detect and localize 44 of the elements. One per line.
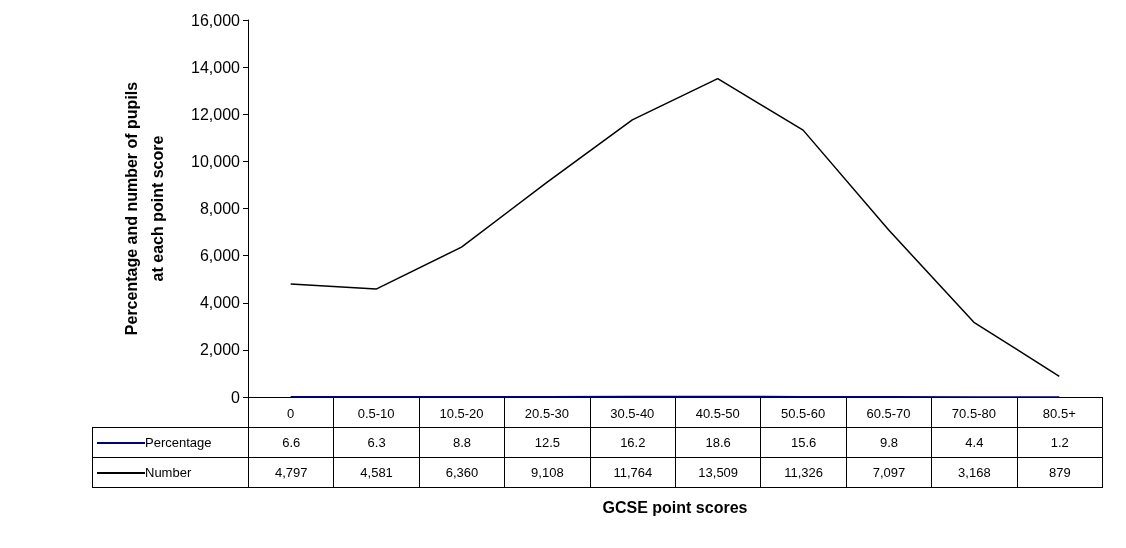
data-label: 9,108 — [504, 457, 591, 488]
data-label: 6.3 — [333, 427, 420, 458]
y-tick-label: 8,000 — [199, 200, 241, 217]
data-label: 9.8 — [845, 427, 933, 458]
data-label: 6.6 — [248, 427, 335, 458]
x-tick-label: 0.5-10 — [357, 406, 395, 421]
data-label: 15.6 — [760, 427, 847, 458]
x-tick-label: 70.5-80 — [951, 406, 996, 421]
y-tick-label: 10,000 — [191, 152, 241, 170]
x-axis-title: GCSE point scores — [601, 499, 749, 517]
x-tick-label: 30.5-40 — [610, 406, 655, 421]
data-label: 6,360 — [418, 457, 506, 488]
y-tick-label: 4,000 — [199, 294, 241, 312]
y-tick-label: 16,000 — [191, 11, 241, 29]
x-tick-label: 20.5-30 — [524, 406, 569, 421]
x-tick-label: 80.5+ — [1042, 406, 1076, 421]
data-label: 12.5 — [504, 427, 591, 458]
y-tick-label: 2,000 — [199, 341, 241, 359]
data-label: 1.2 — [1016, 427, 1103, 458]
data-label: 11,764 — [589, 457, 676, 488]
x-tick-label: 40.5-50 — [695, 406, 740, 421]
data-label: 879 — [1016, 457, 1103, 488]
data-label: 4,581 — [333, 457, 420, 488]
data-label: 7,097 — [845, 457, 933, 488]
x-tick-label: 60.5-70 — [866, 406, 911, 421]
data-label: 16.2 — [589, 427, 676, 458]
legend-label: Percentage — [145, 435, 212, 450]
data-label: 4,797 — [248, 457, 335, 488]
y-tick-label: 14,000 — [191, 58, 241, 76]
x-tick-label: 0 — [287, 406, 295, 421]
data-label: 8.8 — [418, 427, 506, 458]
y-tick-label: 6,000 — [199, 247, 241, 265]
data-label: 11,326 — [760, 457, 847, 488]
data-label: 3,168 — [931, 457, 1018, 488]
line-series — [289, 77, 1061, 378]
data-label: 13,509 — [675, 457, 762, 488]
data-label: 4.4 — [931, 427, 1018, 458]
y-axis-title: Percentage and number of pupils at each point score — [122, 81, 166, 336]
y-tick-label: 0 — [231, 388, 241, 406]
legend-label: Number — [145, 465, 192, 480]
data-label: 18.6 — [675, 427, 762, 458]
x-tick-label: 50.5-60 — [781, 406, 826, 421]
y-tick-label: 12,000 — [191, 105, 241, 123]
x-tick-label: 10.5-20 — [439, 406, 484, 421]
